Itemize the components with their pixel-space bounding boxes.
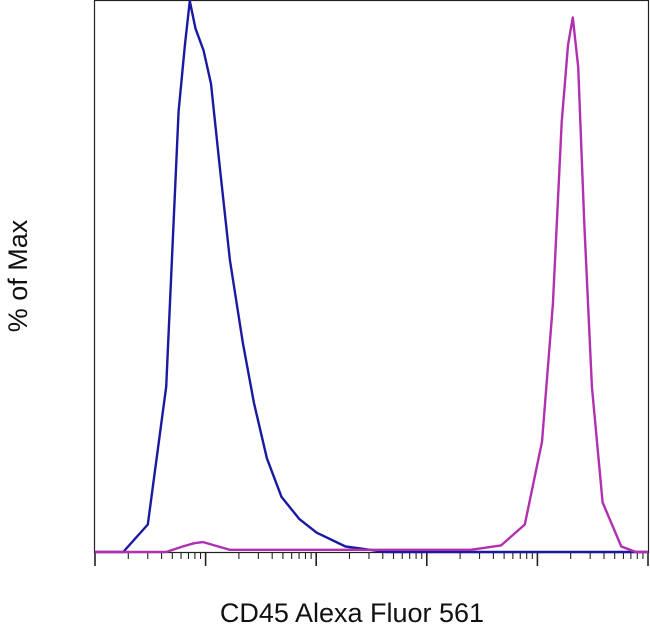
plot-frame [93,0,650,554]
x-axis-label: CD45 Alexa Fluor 561 [220,598,484,628]
histogram-series-2 [95,16,648,554]
y-axis-label: % of Max [3,219,33,332]
x-axis-ticks [94,552,649,566]
histogram-series-1 [95,0,648,554]
series-group [95,0,648,554]
